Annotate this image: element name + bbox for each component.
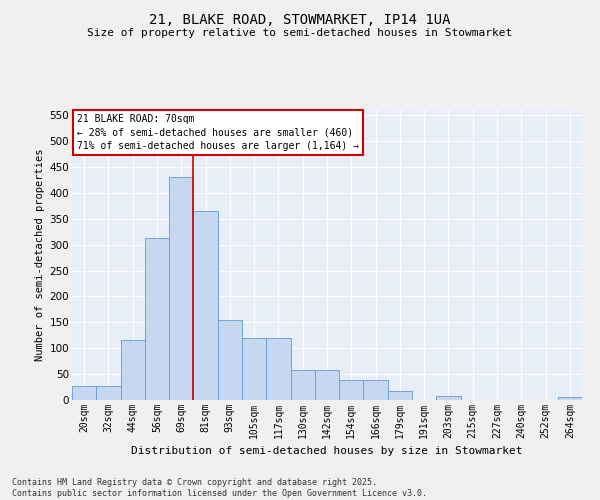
X-axis label: Distribution of semi-detached houses by size in Stowmarket: Distribution of semi-detached houses by …: [131, 446, 523, 456]
Text: Contains HM Land Registry data © Crown copyright and database right 2025.
Contai: Contains HM Land Registry data © Crown c…: [12, 478, 427, 498]
Bar: [339, 380, 364, 400]
Bar: [388, 390, 412, 400]
Bar: [193, 211, 218, 400]
Bar: [364, 380, 388, 400]
Bar: [558, 398, 582, 400]
Bar: [145, 238, 169, 400]
Y-axis label: Number of semi-detached properties: Number of semi-detached properties: [35, 149, 46, 361]
Bar: [218, 320, 242, 400]
Bar: [96, 386, 121, 400]
Bar: [121, 340, 145, 400]
Bar: [169, 178, 193, 400]
Text: 21, BLAKE ROAD, STOWMARKET, IP14 1UA: 21, BLAKE ROAD, STOWMARKET, IP14 1UA: [149, 12, 451, 26]
Text: 21 BLAKE ROAD: 70sqm
← 28% of semi-detached houses are smaller (460)
71% of semi: 21 BLAKE ROAD: 70sqm ← 28% of semi-detac…: [77, 114, 359, 151]
Bar: [242, 338, 266, 400]
Bar: [315, 370, 339, 400]
Text: Size of property relative to semi-detached houses in Stowmarket: Size of property relative to semi-detach…: [88, 28, 512, 38]
Bar: [290, 370, 315, 400]
Bar: [266, 338, 290, 400]
Bar: [72, 386, 96, 400]
Bar: [436, 396, 461, 400]
